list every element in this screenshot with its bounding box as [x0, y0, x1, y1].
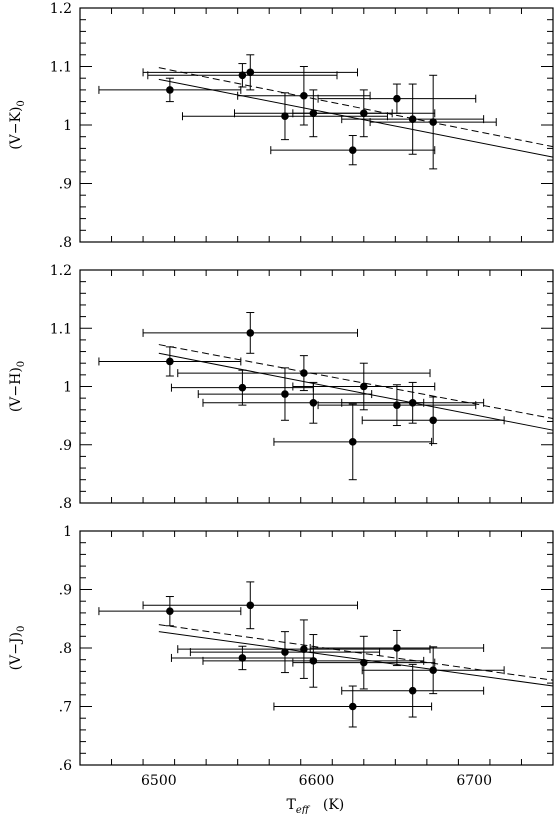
y-tick-label: 1 [63, 524, 72, 540]
y-tick-label: .8 [59, 496, 72, 512]
x-tick-label: 6600 [299, 773, 335, 789]
data-point [292, 362, 436, 411]
data-point [341, 83, 485, 155]
point-marker [360, 109, 368, 118]
y-tick-label: .6 [59, 758, 72, 774]
y-axis-label-sub: 0 [16, 100, 27, 106]
data-point [189, 631, 381, 674]
data-point [317, 83, 477, 114]
y-tick-label: 1 [63, 380, 72, 396]
point-marker [408, 399, 417, 407]
panel-1: .8 .9 1 1.1 1.2 (V−K)0 [8, 1, 554, 251]
x-axis-unit: (K) [323, 797, 344, 813]
point-marker [429, 666, 437, 675]
data-point [98, 77, 242, 103]
point-marker [281, 648, 289, 656]
data-point [292, 635, 436, 690]
data-point [177, 619, 431, 679]
data-point [98, 346, 242, 377]
point-marker [429, 416, 437, 425]
point-marker [246, 601, 255, 610]
point-marker [166, 86, 174, 94]
point-marker [393, 94, 401, 103]
y-tick-label: .9 [59, 583, 72, 599]
data-point [170, 645, 314, 671]
data-point [177, 355, 431, 392]
data-point [292, 89, 436, 138]
y-axis-label-sub: 0 [16, 361, 27, 367]
point-marker [348, 146, 357, 154]
y-axis-label: (V−H)0 [8, 361, 27, 412]
y-tick-label: .7 [59, 700, 72, 716]
data-point [142, 54, 358, 91]
y-tick-label: .8 [59, 235, 72, 251]
point-marker [300, 369, 308, 377]
data-point [341, 663, 485, 718]
data-point [142, 581, 358, 630]
point-marker [360, 382, 368, 391]
data-point [181, 92, 388, 141]
data-point [142, 312, 358, 354]
solid-fit-line [158, 78, 554, 158]
point-marker [360, 658, 368, 667]
point-marker [309, 399, 318, 407]
point-marker [238, 654, 247, 662]
solid-fit-line [158, 631, 554, 687]
y-tick-label: .8 [59, 641, 72, 657]
data-point [237, 66, 371, 126]
data-point [361, 396, 505, 445]
y-tick-label: 1.1 [50, 321, 72, 337]
x-axis-label: Teff (K) [287, 797, 345, 814]
dashed-fit-line [158, 67, 554, 148]
point-marker [166, 357, 174, 366]
y-tick-label: .9 [59, 438, 72, 454]
x-axis-label-sub: eff [296, 805, 311, 814]
point-marker [348, 702, 357, 711]
point-marker [246, 329, 255, 337]
y-axis-label: (V−K)0 [8, 100, 27, 150]
data-point [361, 646, 505, 695]
data-point [273, 685, 433, 728]
y-tick-label: .9 [59, 177, 72, 193]
point-marker [393, 644, 401, 652]
point-marker [348, 438, 357, 446]
data-point [170, 369, 314, 406]
point-marker [429, 118, 437, 126]
x-tick-label: 6500 [141, 773, 177, 789]
data-point [270, 135, 436, 166]
data-point [309, 629, 485, 667]
y-tick-label: 1.2 [50, 263, 72, 279]
point-marker [246, 68, 255, 77]
point-marker [238, 383, 247, 392]
point-marker [281, 112, 289, 121]
data-point [369, 74, 497, 170]
y-tick-label: 1 [63, 118, 72, 134]
data-point [197, 367, 373, 421]
point-marker [238, 71, 247, 80]
y-tick-label: 1.2 [50, 1, 72, 17]
plot-frame [79, 7, 554, 243]
y-axis-label: (V−J)0 [8, 626, 27, 671]
point-marker [166, 607, 174, 615]
panel-2: .8 .9 1 1.1 1.2 (V−H)0 [8, 263, 554, 512]
data-point [341, 381, 485, 424]
point-marker [408, 686, 417, 695]
y-axis-label-sub: 0 [16, 626, 27, 632]
point-marker [300, 91, 308, 100]
dashed-fit-line [158, 344, 554, 420]
point-marker [281, 390, 289, 398]
point-marker [408, 115, 417, 123]
y-tick-label: 1.1 [50, 60, 72, 76]
point-marker [300, 645, 308, 653]
data-point [273, 403, 433, 481]
solid-fit-line [158, 352, 554, 431]
data-point [98, 596, 242, 627]
point-marker [309, 657, 318, 665]
data-point [147, 63, 338, 88]
x-tick-label: 6700 [456, 773, 492, 789]
